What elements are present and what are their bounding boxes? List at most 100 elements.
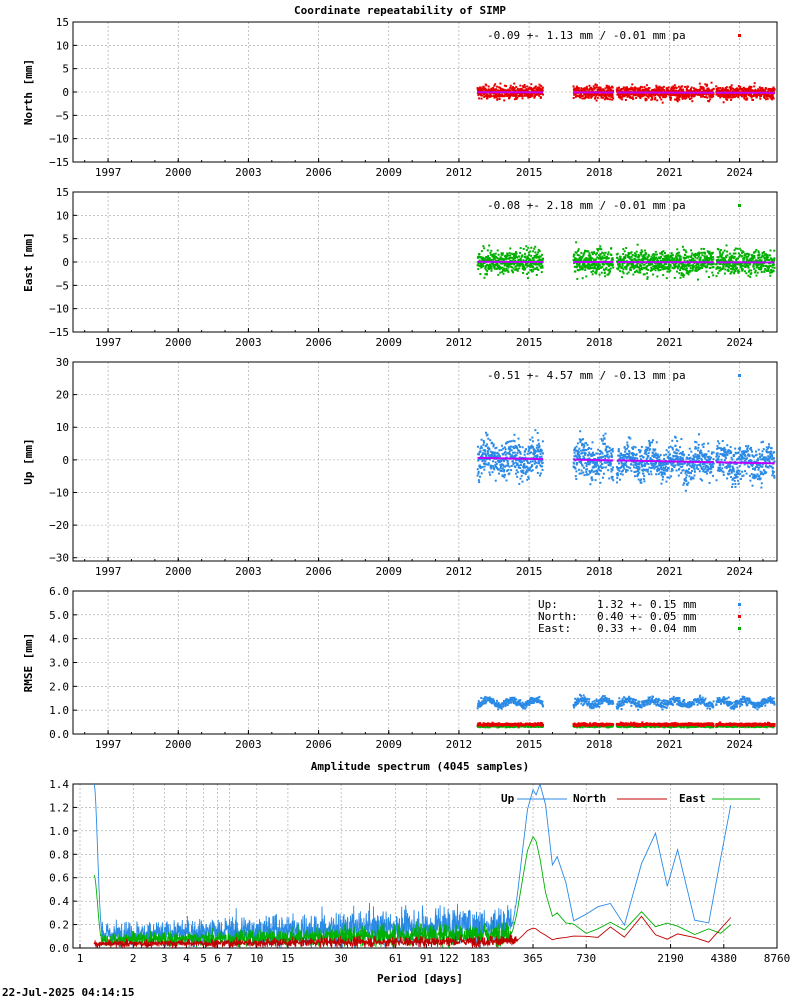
east-point: [508, 252, 511, 255]
north-point: [651, 98, 654, 101]
y-tick-label: −5: [56, 279, 69, 292]
east-point: [485, 273, 488, 276]
north-point: [677, 97, 680, 100]
north-point: [669, 98, 672, 101]
up-point: [695, 464, 698, 467]
north-point: [644, 93, 647, 96]
east-point: [577, 269, 580, 272]
north-point: [495, 88, 498, 91]
east-point: [639, 271, 642, 274]
up-point: [670, 459, 673, 462]
east-point: [681, 245, 684, 248]
up-point: [506, 452, 509, 455]
east-point: [588, 259, 591, 262]
east-point: [530, 246, 533, 249]
north-point: [721, 87, 724, 90]
east-point: [679, 258, 682, 261]
up-point: [635, 466, 638, 469]
north-point: [729, 88, 732, 91]
east-point: [634, 253, 637, 256]
east-point: [526, 265, 529, 268]
east-point: [746, 255, 749, 258]
east-point: [656, 262, 659, 265]
north-point: [506, 93, 509, 96]
north-point: [726, 98, 729, 101]
up-point: [483, 468, 486, 471]
east-point: [747, 270, 750, 273]
up-point: [650, 463, 653, 466]
east-point: [516, 268, 519, 271]
north-point: [589, 87, 592, 90]
north-point: [588, 93, 591, 96]
north-point: [481, 94, 484, 97]
north-point: [591, 95, 594, 98]
up-point: [533, 449, 536, 452]
east-point: [672, 258, 675, 261]
east-point: [580, 251, 583, 254]
up-point: [510, 445, 513, 448]
north-point: [645, 88, 648, 91]
east-point: [675, 265, 678, 268]
east-point: [521, 255, 524, 258]
up-point: [656, 467, 659, 470]
up-point: [654, 448, 657, 451]
up-point: [686, 464, 689, 467]
up-point: [525, 465, 528, 468]
north-point: [515, 97, 518, 100]
up-point: [682, 469, 685, 472]
east-point: [591, 273, 594, 276]
north-point: [646, 90, 649, 93]
east-point: [755, 248, 758, 251]
x-tick-label: 2015: [516, 565, 543, 578]
east-point: [637, 258, 640, 261]
east-point: [595, 272, 598, 275]
up-point: [492, 452, 495, 455]
up-point: [616, 477, 619, 480]
north-point: [588, 90, 591, 93]
up-point: [501, 467, 504, 470]
east-point: [770, 269, 773, 272]
east-point: [709, 266, 712, 269]
east-point: [581, 268, 584, 271]
east-point: [712, 263, 715, 266]
up-point: [587, 448, 590, 451]
north-point: [533, 89, 536, 92]
up-point: [683, 482, 686, 485]
up-point: [586, 468, 589, 471]
east-point: [685, 269, 688, 272]
up-point: [632, 456, 635, 459]
east-point: [531, 265, 534, 268]
up-point: [521, 446, 524, 449]
up-point: [624, 464, 627, 467]
north-point: [710, 89, 713, 92]
up-point: [583, 445, 586, 448]
up-point: [477, 458, 480, 461]
north-point: [481, 89, 484, 92]
east-point: [514, 256, 517, 259]
east-point: [748, 263, 751, 266]
north-point: [525, 88, 528, 91]
east-point: [626, 262, 629, 265]
north-point: [704, 96, 707, 99]
up-point: [666, 462, 669, 465]
north-point: [678, 88, 681, 91]
north-point: [748, 86, 751, 89]
east-point: [521, 264, 524, 267]
east-point: [591, 253, 594, 256]
up-point: [527, 450, 530, 453]
up-point: [645, 453, 648, 456]
up-point: [642, 456, 645, 459]
north-point: [486, 95, 489, 98]
east-point: [685, 251, 688, 254]
east-point: [576, 254, 579, 257]
east-point: [760, 259, 763, 262]
up-point: [595, 461, 598, 464]
east-point: [678, 272, 681, 275]
north-point: [532, 87, 535, 90]
up-point: [503, 468, 506, 471]
up-point: [505, 479, 508, 482]
up-point: [676, 456, 679, 459]
up-point: [506, 464, 509, 467]
up-point: [694, 446, 697, 449]
north-point: [723, 96, 726, 99]
